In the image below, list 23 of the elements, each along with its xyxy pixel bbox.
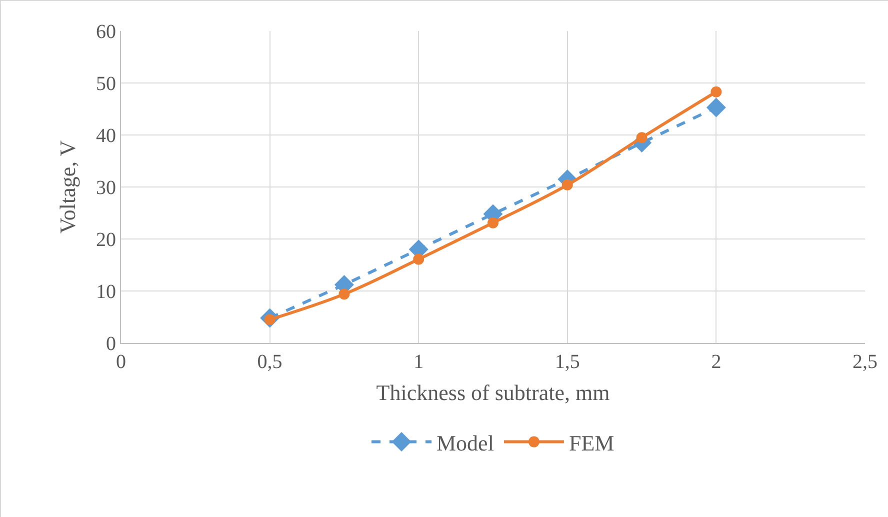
y-tick-label: 0 — [106, 333, 116, 355]
y-tick-label: 20 — [96, 229, 116, 251]
y-tick-label: 40 — [96, 125, 116, 147]
x-tick-label: 1 — [414, 351, 424, 373]
point — [562, 179, 573, 190]
x-tick-label: 2,5 — [852, 351, 878, 373]
x-tick-label: 2 — [711, 351, 722, 373]
point — [488, 217, 498, 228]
y-tick-label: 60 — [96, 21, 116, 43]
x-tick-label: 0,5 — [257, 351, 282, 373]
y-tick-label: 30 — [96, 177, 116, 199]
y-tick-label: 10 — [96, 281, 116, 303]
point — [706, 98, 726, 118]
y-tick-label: 50 — [96, 73, 116, 95]
legend-label: FEM — [568, 430, 614, 456]
point — [413, 254, 424, 265]
x-tick-label: 1,5 — [554, 351, 580, 373]
x-axis-title: Thickness of subtrate, mm — [376, 380, 610, 405]
point — [338, 288, 350, 300]
point — [636, 132, 648, 144]
y-axis-title: Voltage, V — [54, 140, 80, 234]
legend-label: Model — [436, 430, 494, 456]
point — [710, 86, 722, 98]
